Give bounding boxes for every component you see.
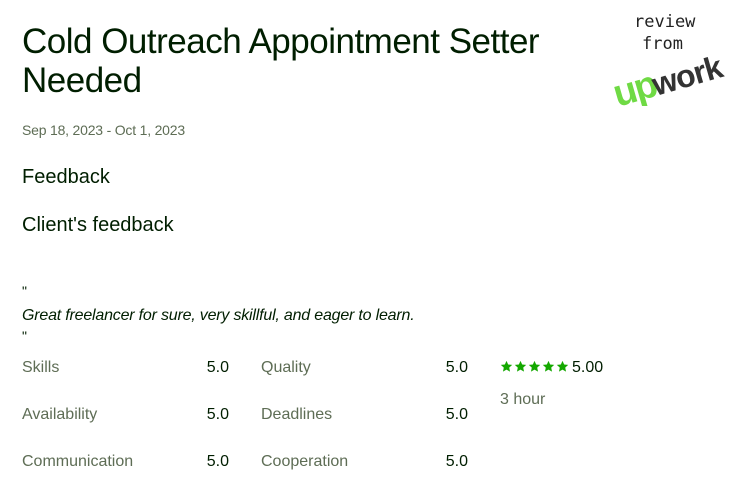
star-icon (514, 360, 527, 372)
badge-line-review: review (634, 12, 696, 32)
communication-label: Communication (22, 453, 134, 470)
client-feedback-heading: Client's feedback (22, 214, 174, 236)
star-icon (528, 360, 541, 372)
skills-label: Skills (22, 359, 60, 376)
svg-text:work: work (647, 48, 727, 103)
upwork-logo: up work (608, 48, 727, 106)
quality-value: 5.0 (445, 359, 468, 376)
quality-label: Quality (261, 359, 311, 376)
star-icon (542, 360, 555, 372)
hours-worked: 3 hour (500, 391, 546, 408)
cooperation-label: Cooperation (261, 453, 349, 470)
review-from-upwork-badge: review from up work (600, 8, 730, 108)
availability-value: 5.0 (206, 406, 229, 423)
cooperation-value: 5.0 (445, 453, 468, 470)
communication-value: 5.0 (206, 453, 229, 470)
date-range: Sep 18, 2023 - Oct 1, 2023 (22, 122, 185, 138)
feedback-text: Great freelancer for sure, very skillful… (22, 307, 415, 324)
star-rating (500, 360, 569, 373)
star-icon (500, 360, 513, 372)
star-icon (556, 360, 569, 372)
job-title: Cold Outreach Appointment Setter Needed (22, 22, 540, 100)
feedback-heading: Feedback (22, 166, 110, 188)
overall-score: 5.00 (572, 359, 604, 376)
quote-close-mark: " (22, 328, 27, 344)
deadlines-value: 5.0 (445, 406, 468, 423)
badge-line-from: from (642, 34, 683, 54)
skills-value: 5.0 (206, 359, 229, 376)
deadlines-label: Deadlines (261, 406, 333, 423)
availability-label: Availability (22, 406, 98, 423)
quote-open-mark: " (22, 283, 27, 299)
